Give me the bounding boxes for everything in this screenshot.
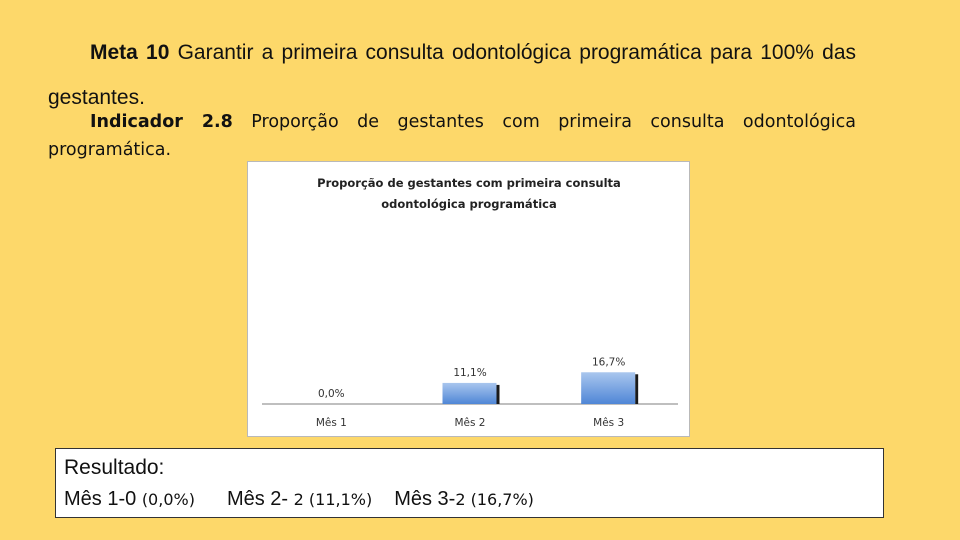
result-box: Resultado: Mês 1-0 (0,0%) Mês 2- 2 (11,1%… [55,448,884,518]
indicator-label: Indicador 2.8 [90,112,233,132]
result-line: Mês 1-0 (0,0%) Mês 2- 2 (11,1%) Mês 3-2 (1… [64,483,875,516]
bar-2 [442,382,497,404]
meta-label: Meta 10 [90,41,170,64]
x-tick-label-1: Mês 1 [316,417,347,429]
data-label-2: 11,1% [453,367,486,379]
chart-title-line-1: Proporção de gestantes com primeira cons… [317,176,621,190]
meta-statement: Meta 10 Garantir a primeira consulta odo… [48,30,856,120]
indicator-text: Proporção de gestantes com primeira cons… [48,112,856,160]
bar-chart: Proporção de gestantes com primeira cons… [247,161,690,437]
bar-shadow-2 [496,384,500,404]
bar-3 [581,372,636,404]
chart-title-line-2: odontológica programática [381,197,556,211]
chart-svg: Proporção de gestantes com primeira cons… [262,176,678,429]
x-tick-label-3: Mês 3 [593,417,624,429]
meta-text: Garantir a primeira consulta odontológic… [48,41,856,109]
result-month-1: Mês 1-0 (0,0%) [64,488,195,510]
data-label-3: 16,7% [592,356,625,368]
result-month-2: Mês 2- 2 (11,1%) [226,488,373,510]
bar-shadow-3 [635,374,639,404]
x-tick-label-2: Mês 2 [454,417,485,429]
indicator-statement: Indicador 2.8 Proporção de gestantes com… [48,108,856,164]
data-label-1: 0,0% [318,388,345,400]
result-month-3: Mês 3-2 (16,7%) [394,488,534,510]
result-title: Resultado: [64,456,165,479]
